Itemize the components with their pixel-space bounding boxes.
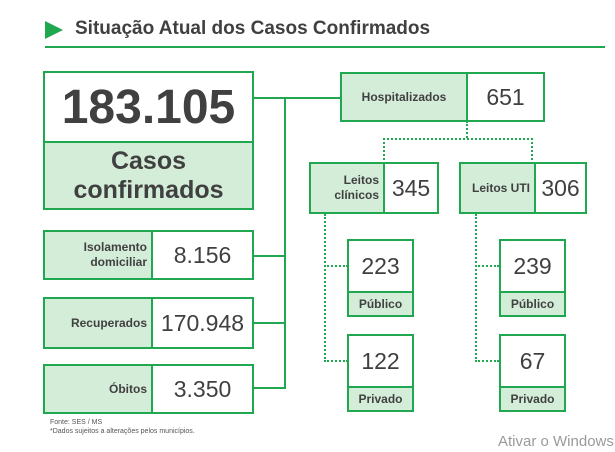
- dotted-connector: [475, 360, 499, 362]
- dotted-connector: [466, 121, 468, 138]
- connector-obitos: [252, 387, 286, 389]
- obitos-box: Óbitos 3.350: [43, 364, 254, 414]
- source-line: Fonte: SES / MS: [50, 419, 103, 426]
- leitos-uti-value: 306: [541, 174, 580, 201]
- hospitalizados-box: Hospitalizados 651: [340, 72, 545, 122]
- leitos-clinicos-box: Leitos clínicos 345: [309, 162, 439, 214]
- dotted-connector: [383, 138, 385, 164]
- uti-privado-box: 67 Privado: [499, 334, 566, 412]
- total-cases-label: Casos confirmados: [45, 141, 252, 208]
- clinicos-publico-value: 223: [361, 252, 400, 279]
- uti-publico-label: Público: [501, 291, 564, 315]
- clinicos-privado-label: Privado: [349, 386, 412, 410]
- source-disclaimer: *Dados sujeitos a alterações pelos munic…: [50, 428, 195, 435]
- dotted-connector: [324, 214, 326, 362]
- hospitalizados-label: Hospitalizados: [342, 74, 468, 120]
- dotted-connector: [324, 360, 348, 362]
- uti-privado-label: Privado: [501, 386, 564, 410]
- total-cases-box: 183.105 Casos confirmados: [43, 71, 254, 210]
- leitos-clinicos-label: Leitos clínicos: [311, 164, 385, 212]
- leitos-uti-label: Leitos UTI: [461, 164, 536, 212]
- leitos-clinicos-value: 345: [391, 174, 431, 201]
- total-cases-value: 183.105: [61, 80, 236, 134]
- recuperados-label: Recuperados: [45, 299, 153, 347]
- title-divider: [45, 46, 605, 48]
- leitos-uti-box: Leitos UTI 306: [459, 162, 587, 214]
- dotted-connector: [475, 265, 499, 267]
- source-note: Fonte: SES / MS *Dados sujeitos a altera…: [50, 418, 195, 436]
- clinicos-publico-box: 223 Público: [347, 239, 414, 317]
- recuperados-box: Recuperados 170.948: [43, 297, 254, 349]
- isolamento-box: Isolamento domiciliar 8.156: [43, 230, 254, 280]
- page-title: Situação Atual dos Casos Confirmados: [75, 18, 431, 39]
- title-arrow-icon: [45, 21, 63, 39]
- clinicos-privado-box: 122 Privado: [347, 334, 414, 412]
- dotted-connector: [475, 214, 477, 362]
- isolamento-label: Isolamento domiciliar: [45, 232, 153, 278]
- dotted-connector: [324, 265, 348, 267]
- hospitalizados-value: 651: [486, 83, 525, 110]
- obitos-label: Óbitos: [45, 366, 153, 412]
- obitos-value: 3.350: [173, 375, 232, 402]
- uti-publico-box: 239 Público: [499, 239, 566, 317]
- activation-watermark: Ativar o Windows: [498, 433, 614, 450]
- dotted-connector: [383, 138, 533, 140]
- recuperados-value: 170.948: [160, 309, 245, 336]
- connector-recuperados: [252, 322, 286, 324]
- clinicos-publico-label: Público: [349, 291, 412, 315]
- connector-trunk: [284, 97, 286, 389]
- uti-privado-value: 67: [519, 347, 546, 374]
- connector-total: [254, 97, 286, 99]
- clinicos-privado-value: 122: [361, 347, 400, 374]
- uti-publico-value: 239: [513, 252, 552, 279]
- connector-hospitalizados: [284, 97, 342, 99]
- isolamento-value: 8.156: [173, 241, 232, 268]
- connector-isolamento: [252, 255, 286, 257]
- dotted-connector: [531, 138, 533, 164]
